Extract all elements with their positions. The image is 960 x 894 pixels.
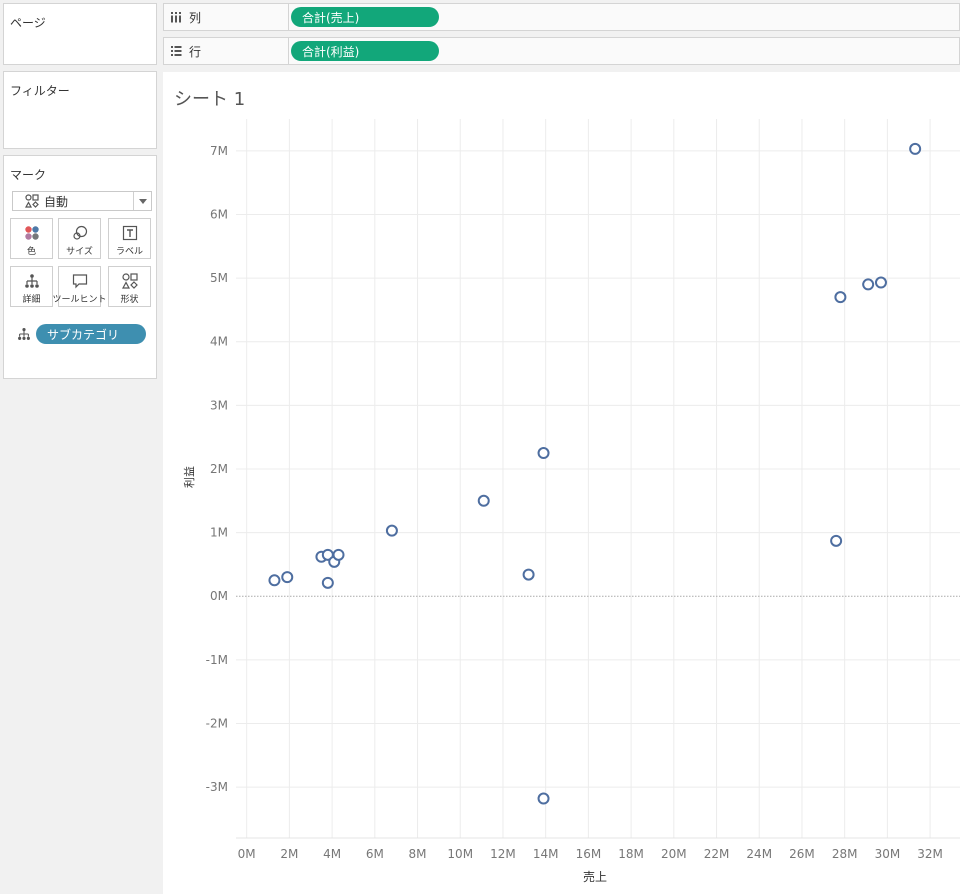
y-tick-label: 2M: [210, 462, 228, 476]
marks-card: マーク 自動 色: [3, 155, 157, 379]
scatter-point[interactable]: [281, 571, 294, 584]
size-button[interactable]: サイズ: [58, 218, 101, 259]
rows-label: 行: [189, 44, 202, 59]
color-label: 色: [26, 247, 36, 257]
x-tick-label: 4M: [323, 847, 341, 861]
y-axis-title[interactable]: 利益: [182, 466, 196, 488]
tooltip-icon: [72, 272, 88, 290]
y-tick-label: 6M: [210, 207, 228, 221]
scatter-point[interactable]: [321, 576, 334, 589]
y-tick-label: -2M: [206, 716, 228, 730]
x-tick-label: 6M: [366, 847, 384, 861]
subcategory-pill[interactable]: サブカテゴリ: [36, 324, 146, 344]
x-tick-label: 16M: [576, 847, 602, 861]
detail-label: 詳細: [22, 295, 41, 305]
tooltip-label: ツールヒント: [52, 295, 107, 305]
x-tick-label: 14M: [533, 847, 559, 861]
pages-title: ページ: [10, 16, 46, 30]
x-tick-label: 0M: [238, 847, 256, 861]
automatic-shapes-icon: [25, 194, 39, 208]
color-button[interactable]: 色: [10, 218, 53, 259]
x-tick-label: 8M: [409, 847, 427, 861]
columns-shelf-header: 列: [170, 4, 289, 30]
scatter-point[interactable]: [332, 548, 345, 561]
x-tick-label: 22M: [704, 847, 730, 861]
scatter-point[interactable]: [830, 534, 843, 547]
rows-icon: [170, 45, 182, 57]
y-tick-label: 0M: [210, 589, 228, 603]
x-tick-label: 26M: [789, 847, 815, 861]
text-label-icon: [122, 224, 138, 242]
x-tick-label: 2M: [280, 847, 298, 861]
scatter-point[interactable]: [862, 278, 875, 291]
mark-type-value: 自動: [44, 194, 69, 209]
scatter-point[interactable]: [537, 792, 550, 805]
x-axis-title[interactable]: 売上: [583, 869, 607, 884]
y-tick-label: 3M: [210, 398, 228, 412]
chevron-down-icon[interactable]: [133, 192, 151, 210]
sheet-title[interactable]: シート 1: [174, 89, 246, 110]
shape-icon: [121, 272, 138, 290]
y-tick-label: -3M: [206, 780, 228, 794]
label-button[interactable]: ラベル: [108, 218, 151, 259]
mark-type-dropdown[interactable]: 自動: [12, 191, 152, 211]
sum-sales-pill[interactable]: 合計(売上): [291, 7, 439, 27]
scatter-plot[interactable]: 0M 2M 4M 6M 8M 10M 12M 14M 16M 18M 20M 22M 24M 26M 28M…: [163, 72, 960, 894]
x-tick-label: 12M: [490, 847, 516, 861]
tooltip-button[interactable]: ツールヒント: [53, 266, 107, 307]
color-icon: [24, 224, 40, 242]
x-tick-label: 18M: [618, 847, 644, 861]
pages-card[interactable]: ページ: [3, 3, 157, 65]
columns-label: 列: [189, 10, 202, 25]
detail-field-icon: [17, 326, 31, 345]
x-tick-label: 10M: [447, 847, 473, 861]
sum-profit-pill[interactable]: 合計(利益): [291, 41, 439, 61]
y-tick-label: 7M: [210, 144, 228, 158]
scatter-point[interactable]: [874, 276, 887, 289]
marks-title: マーク: [10, 168, 47, 182]
y-tick-label: 1M: [210, 526, 228, 540]
x-tick-label: 30M: [875, 847, 901, 861]
rows-shelf[interactable]: 行 合計(利益): [163, 37, 960, 65]
detail-button[interactable]: 詳細: [10, 266, 53, 307]
x-tick-label: 28M: [832, 847, 858, 861]
y-tick-label: 5M: [210, 271, 228, 285]
label-label: ラベル: [115, 247, 143, 257]
y-tick-label: -1M: [206, 653, 228, 667]
scatter-point[interactable]: [477, 494, 490, 507]
scatter-point[interactable]: [834, 291, 847, 304]
x-tick-label: 32M: [917, 847, 943, 861]
scatter-point[interactable]: [268, 574, 281, 587]
scatter-point[interactable]: [522, 568, 535, 581]
shape-label: 形状: [120, 295, 139, 305]
size-icon: [72, 224, 88, 242]
columns-icon: [170, 11, 182, 23]
filters-card[interactable]: フィルター: [3, 71, 157, 149]
scatter-point[interactable]: [909, 142, 922, 155]
x-tick-label: 20M: [661, 847, 687, 861]
worksheet-view: シート 1 0M 2M 4M 6M 8M 10M 12M 14M 16M 18M 20M 22M 24M…: [163, 72, 960, 894]
x-tick-label: 24M: [746, 847, 772, 861]
y-tick-label: 4M: [210, 335, 228, 349]
filters-title: フィルター: [10, 84, 70, 98]
scatter-point[interactable]: [537, 447, 550, 460]
rows-shelf-header: 行: [170, 38, 289, 64]
scatter-point[interactable]: [385, 524, 398, 537]
size-label: サイズ: [66, 247, 93, 257]
detail-icon: [24, 272, 40, 290]
columns-shelf[interactable]: 列 合計(売上): [163, 3, 960, 31]
shape-button[interactable]: 形状: [108, 266, 151, 307]
